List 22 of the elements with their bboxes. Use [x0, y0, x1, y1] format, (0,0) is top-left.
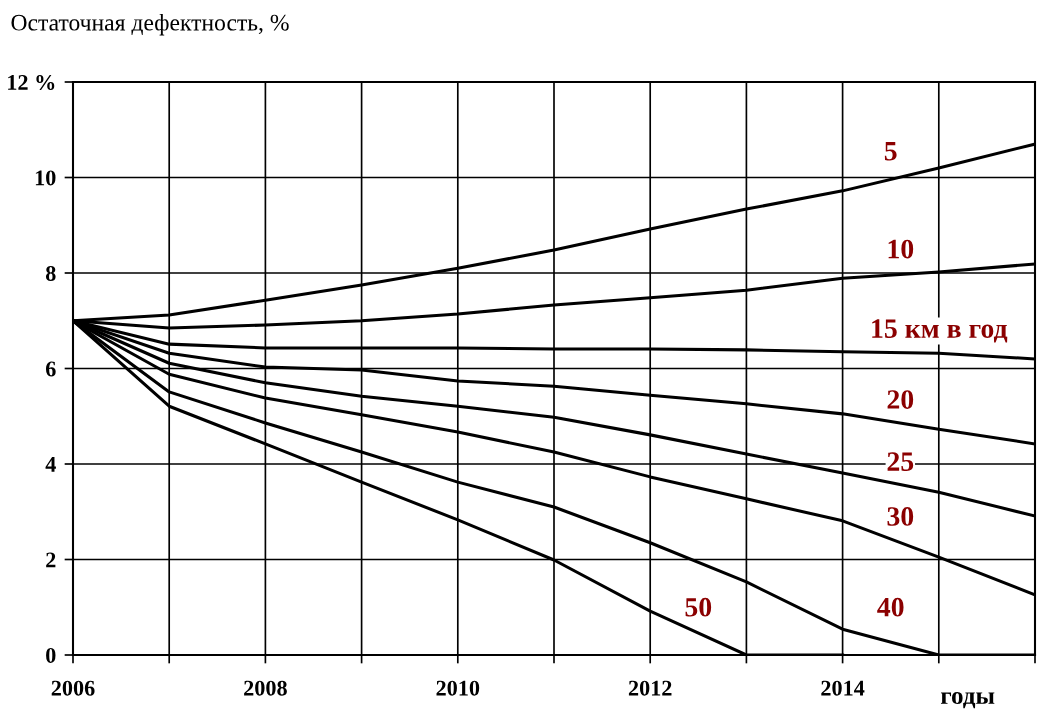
y-tick-label: 6: [45, 361, 56, 377]
x-tick-label: 2012: [628, 680, 672, 696]
y-tick-label: 12 %: [8, 74, 55, 90]
y-tick-label: 4: [45, 457, 56, 472]
y-tick-label: 10: [35, 170, 56, 186]
annotation: 10: [888, 239, 914, 259]
annotation: 30: [887, 507, 914, 526]
annotation: 5: [884, 142, 897, 161]
x-tick-label: 2014: [821, 680, 865, 696]
y-tick-label: 8: [45, 265, 56, 281]
x-tick-label: 2008: [244, 680, 287, 696]
y-axis-title: Остаточная дефектность, %: [11, 13, 289, 36]
annotation: 50: [685, 597, 712, 617]
x-tick-label: 2006: [51, 680, 95, 696]
x-axis-title: годы: [940, 692, 995, 709]
annotation: 15 км в год: [872, 319, 1008, 343]
y-tick-label: 0: [46, 647, 56, 663]
y-tick-label: 2: [46, 552, 56, 568]
annotation: 40: [877, 597, 904, 617]
annotation: 25: [887, 452, 914, 471]
x-tick-label: 2010: [436, 680, 480, 696]
annotation: 20: [887, 390, 914, 409]
